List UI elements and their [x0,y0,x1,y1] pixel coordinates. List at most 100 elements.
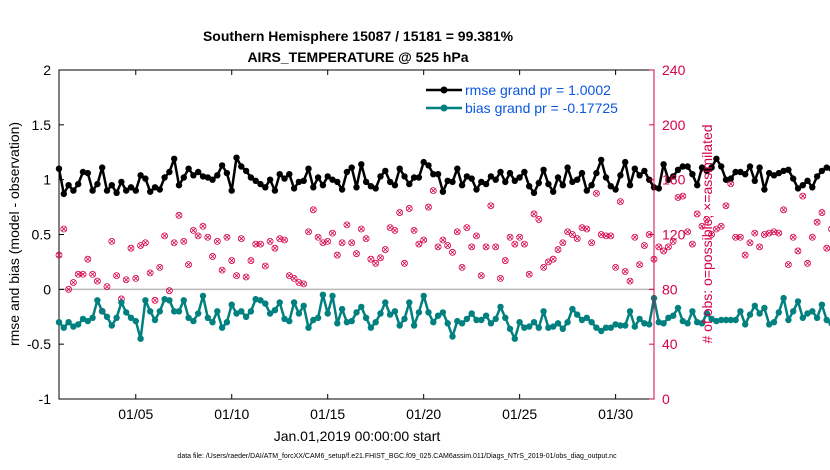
rmse-point [612,186,619,193]
rmse-point [660,161,667,168]
bias-point [377,310,384,317]
obs-point [266,237,274,245]
obs-assimilated-marker [565,229,571,235]
obs-assimilated-marker [488,203,494,209]
bias-point [444,320,451,327]
obs-point [530,210,538,218]
obs-possible-marker [252,240,260,248]
obs-possible-marker [146,269,154,277]
rmse-point [559,182,566,189]
rmse-point [151,184,159,191]
bias-point [233,310,240,317]
obs-possible-marker [367,255,375,263]
obs-possible-marker [237,235,245,243]
obs-assimilated-marker [478,273,484,279]
bias-point [482,312,490,319]
bias-point [583,314,590,321]
bias-point [396,322,403,329]
obs-assimilated-marker [545,259,551,265]
y2-tick-label: 160 [662,172,686,188]
y2-tick-label: 40 [662,336,678,352]
obs-assimilated-marker [670,238,676,244]
obs-possible-marker [329,229,336,237]
bias-point [578,316,586,324]
rmse-point [70,187,77,194]
bias-point [703,310,710,317]
obs-point [199,222,207,230]
bias-point [598,327,605,335]
bias-point [550,323,557,330]
obs-point [396,209,404,216]
obs-possible-marker [266,237,274,245]
y-tick-label: 1 [43,172,51,188]
rmse-point [175,182,183,189]
obs-possible-marker [333,251,341,259]
obs-count-markers [55,180,830,315]
bias-point [137,335,144,342]
bias-point [223,319,231,326]
bias-point [751,302,758,309]
obs-assimilated-marker [219,267,225,273]
obs-possible-marker [290,274,298,282]
obs-point [333,251,341,259]
obs-assimilated-marker [512,241,518,247]
bias-point [425,309,432,316]
obs-assimilated-marker [200,223,206,229]
obs-assimilated-marker [608,233,614,239]
obs-point [540,263,548,271]
bias-point [756,310,763,317]
obs-possible-marker [405,205,413,212]
rmse-point [300,177,307,184]
obs-point [535,216,543,223]
bias-point [698,320,706,327]
obs-assimilated-marker [584,226,590,232]
obs-point [741,251,749,259]
obs-point [439,236,447,244]
obs-assimilated-marker [507,234,513,240]
obs-assimilated-marker [814,219,820,225]
obs-possible-marker [204,233,212,241]
bias-point [655,319,662,326]
rmse-point [348,164,355,171]
obs-assimilated-marker [665,244,671,250]
rmse-point [161,174,168,181]
rmse-point [199,173,207,180]
bias-point [535,324,542,331]
rmse-point [410,174,418,181]
obs-point [473,232,480,240]
obs-point [453,228,461,236]
obs-point [309,206,317,214]
bias-point [295,310,303,317]
obs-assimilated-marker [449,249,455,255]
bias-point [367,324,375,331]
obs-point [348,239,356,247]
rmse-point [813,173,821,180]
y-tick-label: 1.5 [32,117,52,133]
obs-assimilated-marker [286,273,292,279]
obs-possible-marker [357,225,365,233]
obs-assimilated-marker [267,238,273,244]
bias-point [127,314,135,321]
obs-point [804,259,811,267]
obs-assimilated-marker [162,233,168,239]
obs-point [281,236,288,244]
rmse-point [209,176,216,183]
obs-assimilated-marker [454,229,460,235]
obs-point [693,210,701,218]
rmse-point [689,171,696,178]
obs-point [468,243,476,251]
bias-point [195,310,202,317]
obs-assimilated-marker [685,229,691,235]
y-tick-label: 0 [43,281,51,297]
rmse-point [310,184,317,191]
bias-series [55,291,830,342]
rmse-point [473,186,480,193]
bias-point [742,321,749,328]
obs-point [146,269,154,277]
obs-possible-marker [449,248,456,256]
obs-point [626,277,634,285]
obs-point [813,218,821,226]
rmse-point [583,187,590,194]
x-tick-label: 01/30 [598,406,633,422]
obs-point [247,257,255,264]
